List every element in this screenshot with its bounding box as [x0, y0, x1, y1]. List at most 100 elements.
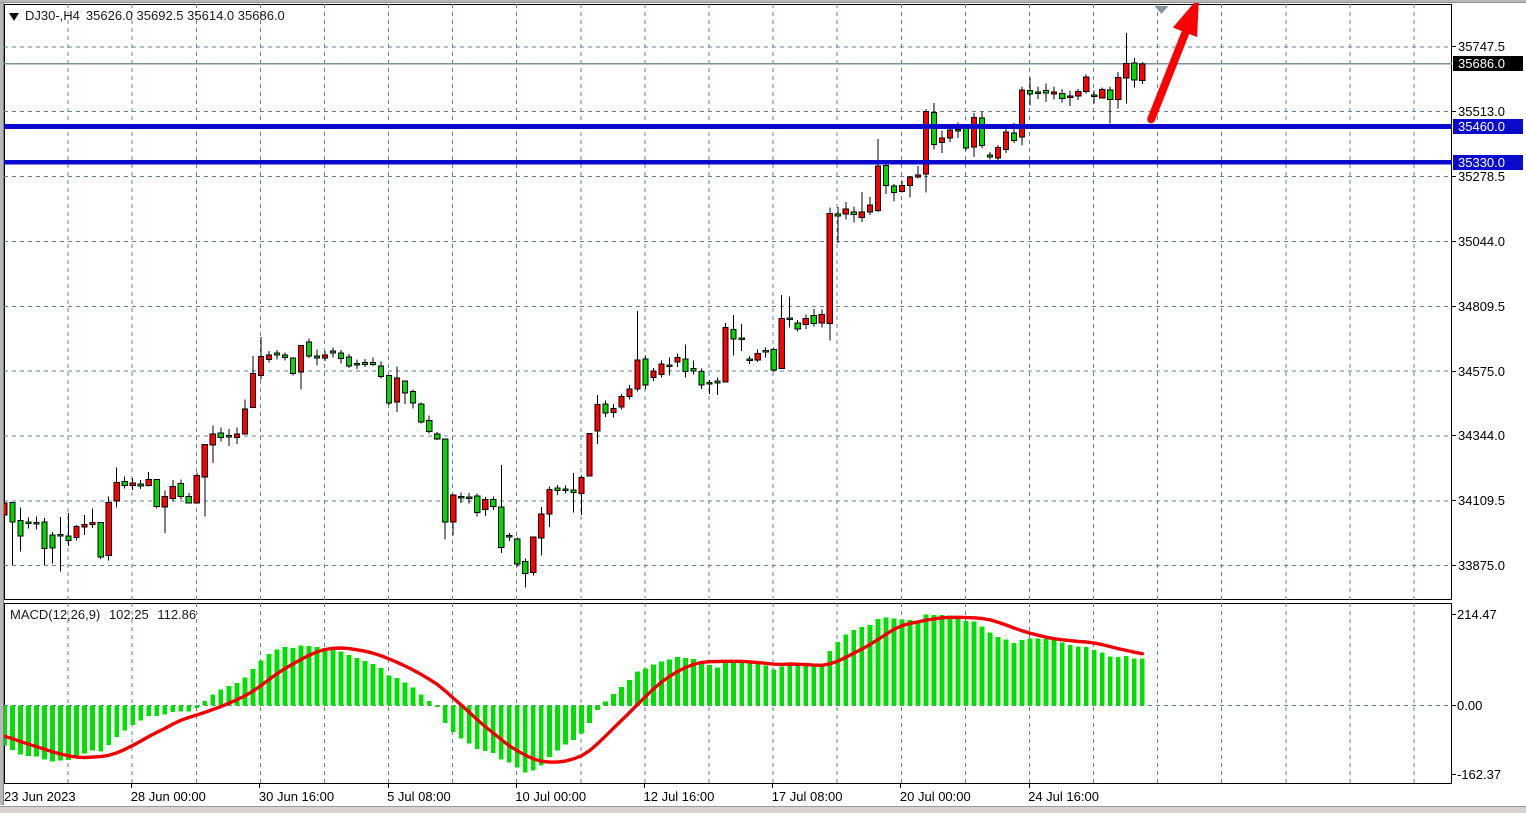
candle-body [386, 374, 393, 404]
macd-histogram-bar [667, 659, 672, 706]
candle-body [426, 420, 433, 432]
time-axis-tick [1028, 784, 1030, 788]
candle-body [1059, 93, 1066, 100]
macd-histogram-bar [50, 705, 55, 762]
candle-body [954, 128, 962, 132]
candle-body [698, 370, 705, 386]
axis-tick [1452, 305, 1456, 307]
macd-histogram-bar [1043, 638, 1049, 706]
candle-body [289, 357, 297, 375]
macd-histogram-bar [474, 705, 480, 749]
macd-histogram-bar [26, 705, 31, 756]
macd-histogram-bar [651, 664, 656, 706]
macd-histogram-bar [827, 651, 833, 706]
macd-histogram-bar [298, 645, 304, 706]
candle-body [810, 315, 817, 325]
candle-body [874, 165, 881, 212]
macd-histogram-bar [82, 705, 88, 754]
macd-histogram-bar [1019, 639, 1025, 706]
candle-body [618, 396, 625, 408]
axis-tick [1452, 773, 1456, 775]
macd-histogram-bar [498, 705, 504, 760]
macd-histogram-bar [1091, 650, 1097, 706]
macd-histogram-bar [378, 668, 384, 706]
candle-body [994, 147, 1002, 159]
macd-histogram-bar [931, 614, 937, 706]
time-axis-label: 20 Jul 00:00 [899, 789, 971, 804]
macd-histogram-bar [410, 687, 416, 706]
candle-body [658, 363, 665, 375]
axis-tick [1452, 500, 1456, 502]
candle-body [273, 352, 281, 356]
macd-histogram-bar [322, 647, 328, 706]
candle-body [914, 174, 922, 178]
candle-body [530, 536, 537, 574]
chart-shift-marker-icon[interactable] [1154, 6, 1169, 14]
candle-body [1083, 76, 1090, 93]
macd-histogram-bar [707, 664, 712, 706]
candle-body [1115, 76, 1122, 101]
price-axis-label: 34809.5 [1458, 298, 1505, 314]
candle-body [313, 355, 321, 359]
candle-body [337, 352, 345, 360]
candle-body [650, 370, 657, 378]
macd-histogram-bar [899, 619, 905, 706]
candle-body [978, 117, 986, 147]
macd-histogram-bar [154, 705, 160, 717]
trend-arrow-annotation[interactable] [1147, 0, 1199, 124]
price-axis-label: 33875.0 [1458, 558, 1505, 574]
macd-histogram-bar [394, 678, 400, 706]
macd-histogram-bar [66, 705, 71, 760]
macd-histogram-bar [971, 621, 977, 706]
price-axis-label: 35747.5 [1458, 39, 1505, 55]
candle-body [826, 212, 833, 325]
candle-body [770, 348, 777, 371]
macd-histogram-bar [282, 647, 288, 706]
candle-body [754, 352, 761, 361]
candle-body [361, 362, 369, 365]
candle-body [402, 380, 409, 394]
candle-body [1043, 90, 1050, 94]
candle-body [137, 483, 144, 487]
macd-histogram-bar [42, 705, 47, 760]
macd-histogram-bar [354, 658, 360, 706]
candle-body [25, 521, 32, 525]
price-axis-label: 35278.5 [1458, 169, 1505, 185]
candle-body [986, 154, 994, 158]
price-axis-label: 34109.5 [1458, 493, 1505, 509]
macd-histogram-bar [947, 615, 953, 706]
macd-histogram-bar [1075, 646, 1081, 706]
macd-histogram-bar [739, 659, 745, 706]
macd-histogram-bar [683, 657, 688, 706]
candle-body [690, 368, 697, 372]
candle-body [9, 501, 16, 523]
macd-histogram-bar [715, 667, 721, 706]
candle-body [201, 443, 208, 478]
macd-axis-label: -162.37 [1457, 766, 1502, 782]
candle-body [858, 211, 865, 218]
macd-histogram-bar [434, 705, 440, 708]
macd-histogram-bar [58, 705, 63, 761]
macd-histogram-bar [162, 705, 168, 715]
candle-body [706, 382, 713, 385]
macd-histogram-bar [1003, 639, 1009, 706]
candle-body [842, 208, 849, 215]
macd-histogram-bar [1139, 658, 1145, 706]
candle-body [906, 176, 914, 187]
macd-histogram-bar [787, 664, 793, 706]
candle-body [794, 322, 801, 330]
candle-body [1027, 90, 1034, 95]
macd-histogram-bar [538, 705, 544, 766]
macd-histogram-bar [755, 664, 761, 706]
macd-histogram-bar [242, 677, 248, 706]
candle-body [866, 204, 873, 213]
macd-histogram-bar [338, 651, 344, 706]
current-price-badge: 35686.0 [1453, 56, 1523, 72]
macd-histogram-bar [955, 616, 961, 706]
macd-histogram-bar [218, 689, 224, 706]
candle-body [946, 129, 954, 139]
candle-body [81, 524, 88, 528]
axis-tick [1452, 370, 1456, 372]
